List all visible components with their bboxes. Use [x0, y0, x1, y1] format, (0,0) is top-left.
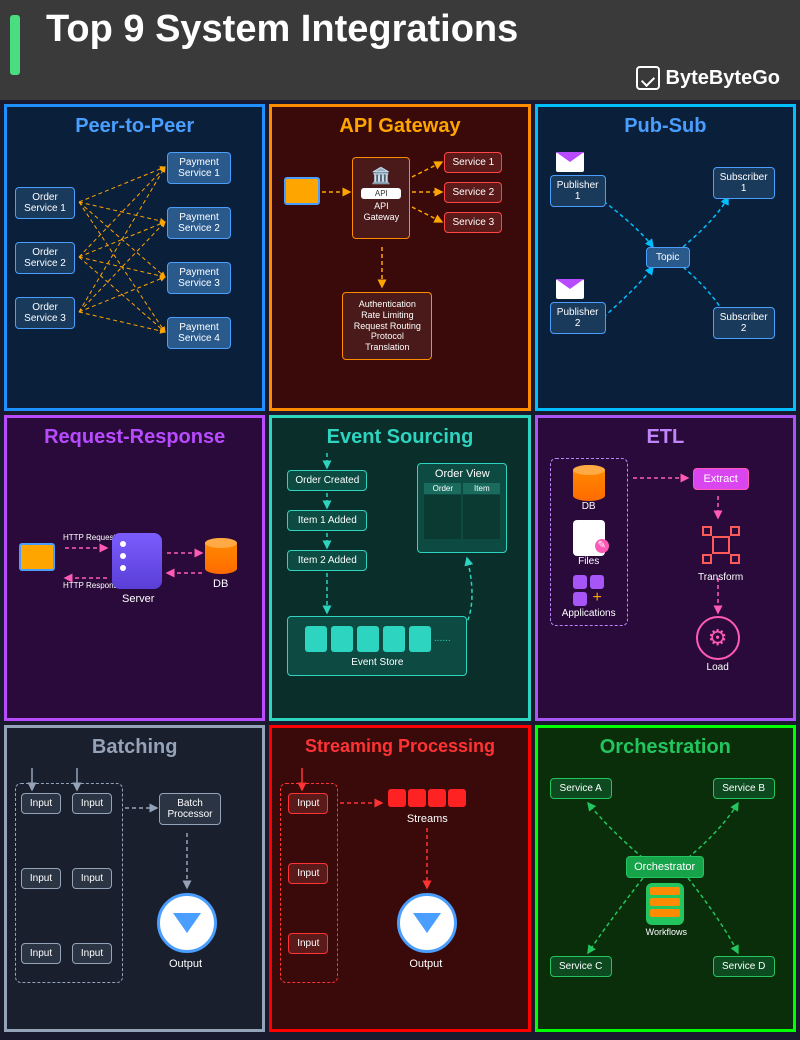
req-label: HTTP Request: [63, 533, 116, 542]
sub-2: Subscriber 2: [713, 307, 775, 339]
batch-output-icon: [157, 893, 217, 953]
pub-2: Publisher 2: [550, 302, 606, 334]
pubsub-title: Pub-Sub: [546, 115, 785, 138]
api-svc-2: Service 2: [444, 182, 502, 203]
extract: Extract: [693, 468, 749, 490]
orchestrator: Orchestrator: [626, 856, 704, 878]
sub-1: Subscriber 1: [713, 167, 775, 199]
panel-orch: Orchestration Service A Service B Servic…: [535, 725, 796, 1032]
panel-stream: Streaming Processing Input Input Input S…: [269, 725, 530, 1032]
topic: Topic: [646, 247, 690, 268]
panel-pubsub: Pub-Sub Publisher 1 Publisher 2 Topic Su…: [535, 104, 796, 411]
pub1-icon: [556, 152, 584, 172]
p2p-pay-2: Payment Service 2: [167, 207, 231, 239]
stream-in-2: Input: [288, 863, 328, 884]
api-features: Authentication Rate Limiting Request Rou…: [342, 292, 432, 360]
batch-proc: Batch Processor: [159, 793, 221, 825]
batch-in-6: Input: [72, 943, 112, 964]
panel-eventsrc: Event Sourcing Order Created Item 1 Adde…: [269, 415, 530, 722]
accent-bar: [10, 15, 20, 75]
pub2-icon: [556, 279, 584, 299]
stream-title: Streaming Processing: [280, 736, 519, 757]
stream-output-icon: [397, 893, 457, 953]
batch-in-1: Input: [21, 793, 61, 814]
reqres-client-icon: [19, 543, 55, 571]
etl-title: ETL: [546, 426, 785, 449]
order-view: Order View Order Item: [417, 463, 507, 553]
transform-icon: [699, 523, 743, 567]
db-label: DB: [213, 578, 228, 590]
orch-title: Orchestration: [546, 736, 785, 759]
brand-icon: [636, 66, 660, 90]
panel-batch: Batching Input Input Input Input Input I…: [4, 725, 265, 1032]
main-title: Top 9 System Integrations: [46, 8, 784, 51]
header: Top 9 System Integrations ByteByteGo: [0, 0, 800, 100]
orch-arrows: [538, 728, 793, 1029]
api-client-icon: [284, 177, 320, 205]
batch-in-3: Input: [21, 868, 61, 889]
pub-1: Publisher 1: [550, 175, 606, 207]
batch-in-2: Input: [72, 793, 112, 814]
api-svc-1: Service 1: [444, 152, 502, 173]
p2p-pay-4: Payment Service 4: [167, 317, 231, 349]
server-icon: [112, 533, 162, 589]
load-icon: ⚙: [696, 616, 740, 660]
p2p-order-1: Order Service 1: [15, 187, 75, 219]
reqres-title: Request-Response: [15, 426, 254, 449]
batch-output-label: Output: [169, 958, 202, 970]
api-title: API Gateway: [280, 115, 519, 138]
eventsrc-title: Event Sourcing: [280, 426, 519, 449]
panel-etl: ETL DB ✎Files +Applications Extract Tran…: [535, 415, 796, 722]
stream-in-1: Input: [288, 793, 328, 814]
event-store: ...... Event Store: [287, 616, 467, 676]
p2p-pay-3: Payment Service 3: [167, 262, 231, 294]
orch-svc-b: Service B: [713, 778, 775, 799]
evt-3: Item 2 Added: [287, 550, 367, 571]
workflows: Workflows: [646, 883, 687, 937]
orch-svc-a: Service A: [550, 778, 612, 799]
batch-title: Batching: [15, 736, 254, 759]
stream-output-label: Output: [409, 958, 442, 970]
grid: Peer-to-Peer Order Service 1 Order Servi…: [0, 100, 800, 1036]
p2p-title: Peer-to-Peer: [15, 115, 254, 138]
server-label: Server: [122, 593, 154, 605]
panel-reqres: Request-Response HTTP Request HTTP Respo…: [4, 415, 265, 722]
batch-in-5: Input: [21, 943, 61, 964]
evt-2: Item 1 Added: [287, 510, 367, 531]
p2p-order-3: Order Service 3: [15, 297, 75, 329]
panel-p2p: Peer-to-Peer Order Service 1 Order Servi…: [4, 104, 265, 411]
p2p-order-2: Order Service 2: [15, 242, 75, 274]
brand: ByteByteGo: [636, 66, 780, 90]
brand-text: ByteByteGo: [666, 67, 780, 90]
panel-api: API Gateway 🏛️ API API Gateway Service 1…: [269, 104, 530, 411]
orch-svc-c: Service C: [550, 956, 612, 977]
p2p-pay-1: Payment Service 1: [167, 152, 231, 184]
api-gateway-node: 🏛️ API API Gateway: [352, 157, 410, 239]
api-svc-3: Service 3: [444, 212, 502, 233]
streams: Streams: [387, 788, 467, 825]
batch-in-4: Input: [72, 868, 112, 889]
db-icon: [205, 538, 237, 574]
evt-1: Order Created: [287, 470, 367, 491]
stream-in-3: Input: [288, 933, 328, 954]
orch-svc-d: Service D: [713, 956, 775, 977]
